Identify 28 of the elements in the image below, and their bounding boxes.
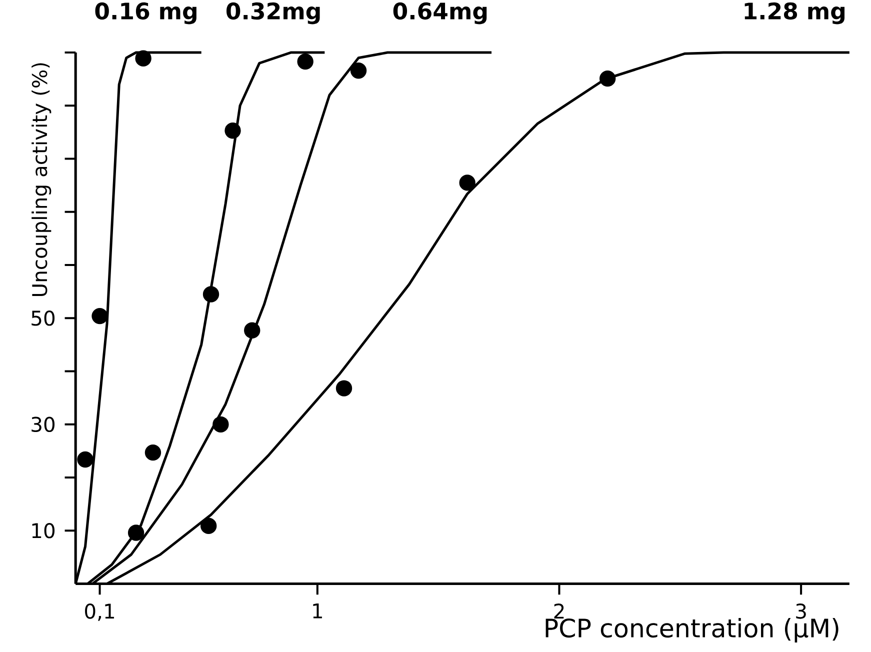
series-label: 0.16 mg <box>95 2 196 24</box>
point <box>135 50 152 66</box>
point <box>297 53 314 70</box>
point <box>202 286 220 302</box>
point <box>128 524 144 541</box>
point <box>92 308 108 324</box>
point <box>224 122 241 139</box>
series-label: 0.64mg <box>393 2 487 24</box>
point <box>244 322 260 338</box>
y-tick-label: 30 <box>32 416 55 432</box>
y-tick-label: 10 <box>32 522 55 538</box>
series-label: 0.32mg <box>226 2 320 24</box>
x-tick-label: 3 <box>796 603 806 619</box>
x-tick-label: 1 <box>313 603 322 618</box>
point <box>144 444 162 461</box>
point <box>459 174 476 191</box>
x-axis-title: PCP concentration (μM) <box>546 618 838 642</box>
point <box>336 380 352 396</box>
y-tick-label: 50 <box>32 310 55 326</box>
point <box>212 416 229 432</box>
series-label: 1.28 mg <box>744 2 844 24</box>
point <box>350 62 367 79</box>
y-axis-title: Uncoupling activity (%) <box>32 63 52 296</box>
point <box>599 70 616 87</box>
x-tick-label: 0,1 <box>85 603 114 621</box>
point <box>77 451 94 468</box>
point <box>200 518 217 534</box>
x-tick-label: 2 <box>554 603 564 618</box>
